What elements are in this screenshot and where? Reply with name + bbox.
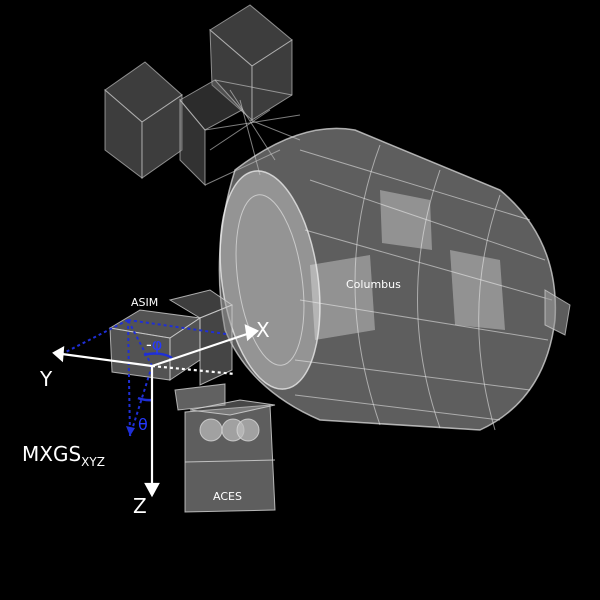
x-axis-label: X	[256, 318, 270, 342]
columbus-label: Columbus	[346, 278, 401, 291]
theta-arrow	[126, 426, 135, 436]
mxgs-label-subscript: XYZ	[81, 455, 105, 469]
asim-label: ASIM	[131, 296, 159, 309]
z-axis-label: Z	[133, 494, 147, 518]
y-axis-label: Y	[40, 367, 53, 391]
angle-construction	[57, 319, 227, 437]
phi-sign: -	[146, 335, 152, 354]
columbus-module	[218, 127, 571, 431]
upper-boxes	[104, 4, 293, 187]
axes	[52, 324, 259, 498]
mxgs-frame-label: MXGSXYZ	[22, 444, 105, 468]
phi-symbol: φ	[151, 335, 163, 354]
aces-payload	[184, 399, 276, 513]
mxgs-label-main: MXGS	[22, 442, 82, 466]
asim-payload	[108, 289, 234, 411]
aces-label: ACES	[213, 490, 242, 503]
phi-label: -φ	[146, 337, 162, 353]
theta-label: θ	[138, 415, 148, 434]
